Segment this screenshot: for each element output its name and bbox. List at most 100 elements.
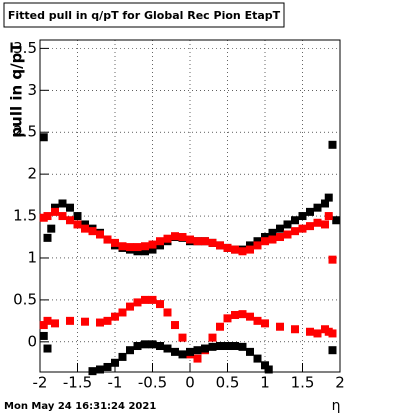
- marker: [141, 340, 149, 349]
- marker: [324, 193, 333, 202]
- marker: [208, 238, 217, 247]
- marker: [208, 333, 217, 342]
- x-tick-label: 0: [185, 374, 195, 392]
- marker: [328, 140, 337, 149]
- marker: [39, 133, 48, 142]
- marker: [111, 238, 119, 247]
- marker: [283, 220, 292, 229]
- marker: [186, 235, 194, 244]
- marker: [58, 199, 67, 208]
- marker: [324, 212, 333, 221]
- marker: [223, 342, 232, 351]
- marker: [47, 224, 56, 233]
- marker: [264, 365, 273, 374]
- x-axis-label: η: [332, 398, 341, 414]
- marker: [268, 235, 277, 244]
- marker: [51, 203, 59, 212]
- marker: [51, 319, 59, 328]
- marker: [231, 342, 239, 351]
- marker: [291, 227, 299, 236]
- y-tick-label: 2.5: [13, 123, 37, 141]
- x-tick-label: -1.5: [63, 374, 92, 392]
- marker: [216, 342, 224, 351]
- marker: [73, 220, 82, 229]
- marker: [276, 322, 284, 331]
- marker: [298, 212, 307, 221]
- marker: [163, 234, 172, 243]
- marker: [43, 344, 52, 353]
- marker: [96, 318, 104, 327]
- marker: [253, 354, 262, 363]
- marker: [216, 322, 224, 331]
- marker: [321, 199, 329, 208]
- marker: [253, 316, 262, 325]
- y-axis-label: pull in q/pT: [8, 42, 26, 138]
- marker: [163, 344, 172, 353]
- marker: [39, 321, 48, 330]
- marker: [148, 245, 157, 254]
- y-tick-label: 2: [27, 165, 37, 183]
- marker: [43, 316, 52, 325]
- marker: [88, 227, 97, 236]
- x-tick-label: -1: [108, 374, 123, 392]
- marker: [111, 358, 119, 367]
- marker: [261, 237, 269, 246]
- marker: [171, 321, 179, 330]
- marker: [313, 218, 322, 227]
- marker: [261, 319, 269, 328]
- marker: [328, 329, 337, 338]
- marker: [171, 347, 179, 356]
- marker: [81, 224, 89, 233]
- marker: [246, 245, 254, 254]
- title-box: [3, 2, 285, 28]
- marker: [43, 212, 52, 221]
- marker: [141, 242, 149, 251]
- marker: [223, 314, 232, 323]
- marker: [126, 346, 134, 355]
- marker: [291, 325, 299, 334]
- y-tick-label: 3.5: [13, 39, 37, 57]
- marker: [276, 224, 284, 233]
- y-tick-label: 0.5: [13, 290, 37, 308]
- marker: [96, 365, 104, 374]
- marker: [111, 312, 119, 321]
- marker: [133, 247, 142, 256]
- marker: [148, 340, 157, 349]
- marker: [246, 347, 254, 356]
- marker: [276, 233, 284, 242]
- marker: [66, 203, 74, 212]
- marker: [238, 247, 247, 256]
- marker: [171, 232, 179, 241]
- marker: [118, 352, 127, 361]
- marker: [103, 362, 112, 371]
- y-tick-label: 3: [27, 81, 37, 99]
- marker: [66, 216, 74, 225]
- marker: [306, 327, 314, 336]
- marker: [186, 347, 194, 356]
- marker: [321, 220, 329, 229]
- marker: [253, 241, 262, 250]
- marker: [178, 333, 187, 342]
- marker: [66, 316, 74, 325]
- marker: [313, 203, 322, 212]
- marker: [73, 212, 82, 221]
- marker: [163, 308, 172, 317]
- x-tick-label: 1.5: [291, 374, 315, 392]
- marker: [51, 207, 59, 216]
- marker: [231, 245, 239, 254]
- marker: [208, 342, 217, 351]
- chart-title: Fitted pull in q/pT for Global Rec Pion …: [8, 9, 281, 22]
- marker: [238, 310, 247, 319]
- marker: [306, 222, 314, 231]
- marker: [126, 243, 134, 252]
- marker: [156, 237, 164, 246]
- marker: [313, 329, 322, 338]
- marker: [88, 367, 97, 376]
- marker: [148, 295, 157, 304]
- marker: [156, 342, 164, 351]
- marker: [201, 237, 209, 246]
- marker: [58, 212, 67, 221]
- marker: [306, 207, 314, 216]
- y-tick-label: 1.5: [13, 207, 37, 225]
- marker: [246, 241, 254, 250]
